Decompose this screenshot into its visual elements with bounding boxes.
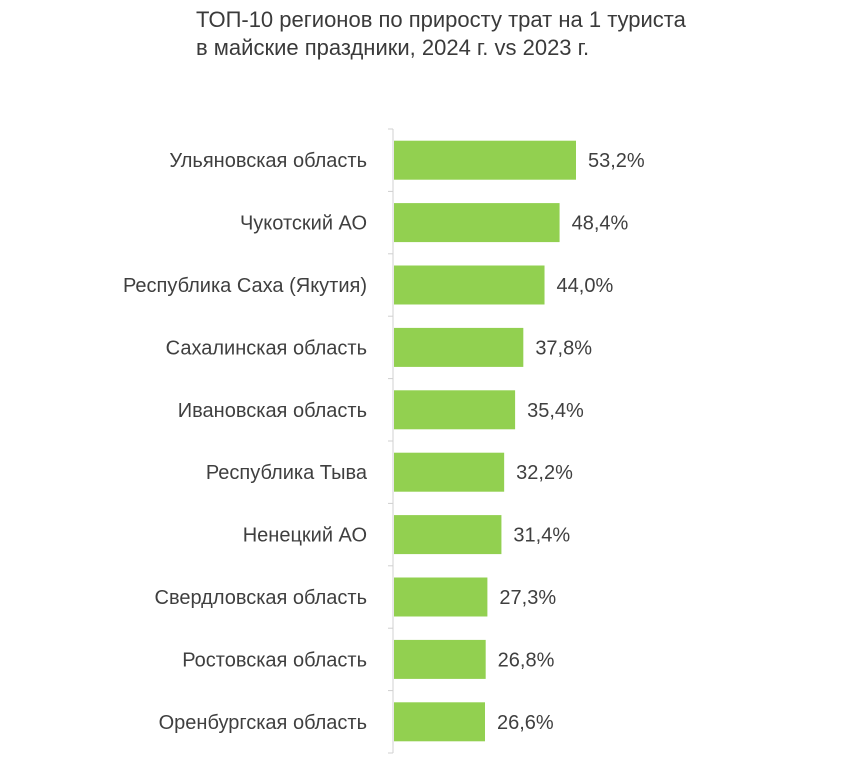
category-label: Ненецкий АО (243, 525, 367, 547)
category-label: Чукотский АО (240, 213, 367, 235)
category-label: Свердловская область (155, 587, 367, 609)
data-label: 26,8% (498, 649, 555, 671)
bar (394, 390, 516, 430)
category-label: Ивановская область (178, 400, 367, 422)
category-label: Ульяновская область (169, 150, 367, 172)
data-label: 37,8% (535, 337, 592, 359)
data-label: 32,2% (516, 462, 573, 484)
category-label: Республика Саха (Якутия) (123, 275, 367, 297)
bar (394, 327, 524, 367)
chart-title-line-2: в майские праздники, 2024 г. vs 2023 г. (196, 35, 590, 60)
bar (394, 577, 488, 617)
data-label: 27,3% (499, 587, 556, 609)
bar (394, 639, 486, 679)
data-label: 48,4% (572, 213, 629, 235)
category-label: Оренбургская область (159, 712, 367, 734)
category-label: Республика Тыва (206, 462, 368, 484)
data-label: 31,4% (513, 525, 570, 547)
data-label: 26,6% (497, 712, 554, 734)
bar (394, 203, 560, 243)
category-label: Сахалинская область (166, 337, 367, 359)
chart-title: ТОП-10 регионов по приросту трат на 1 ту… (196, 6, 686, 62)
bar (394, 452, 505, 492)
bar (394, 702, 485, 742)
bar (394, 265, 545, 305)
category-label: Ростовская область (182, 649, 367, 671)
data-label: 35,4% (527, 400, 584, 422)
data-label: 44,0% (557, 275, 614, 297)
bar (394, 140, 576, 180)
bar (394, 515, 502, 555)
chart-title-line-1: ТОП-10 регионов по приросту трат на 1 ту… (196, 7, 686, 32)
data-label: 53,2% (588, 150, 645, 172)
